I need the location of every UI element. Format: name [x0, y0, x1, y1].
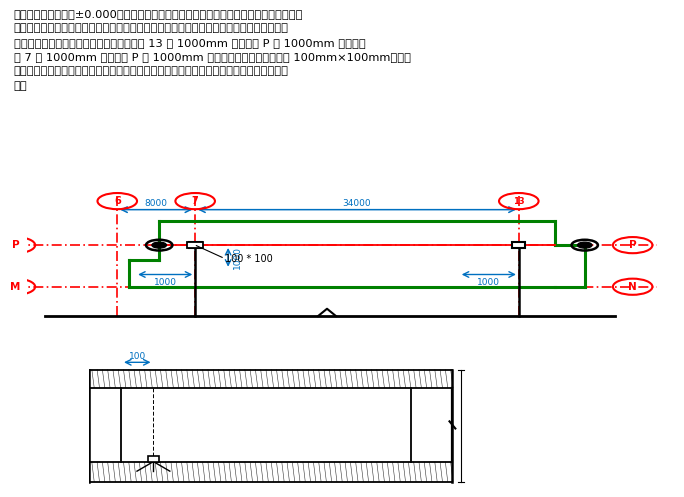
Text: 6: 6: [114, 196, 120, 206]
Text: 1000: 1000: [154, 278, 176, 287]
Text: 7: 7: [192, 196, 198, 206]
Bar: [189, 243, 202, 248]
Bar: [512, 243, 525, 248]
Text: 1000: 1000: [233, 246, 242, 269]
Text: 100 * 100: 100 * 100: [225, 253, 273, 263]
Text: 1000: 1000: [477, 278, 500, 287]
Text: 34000: 34000: [343, 199, 371, 208]
Text: 100: 100: [129, 351, 146, 360]
Text: P: P: [12, 240, 19, 250]
Text: P: P: [629, 240, 637, 250]
Bar: [187, 242, 203, 248]
Text: 8000: 8000: [145, 199, 168, 208]
Circle shape: [577, 242, 592, 248]
Text: 待基础施工完毕，出±0.000以后，采用外控法向上传递轴线；由于地上部分新建建筑物北
侧与原建筑物相连，无法外控，使用激光铅直仪内控轴线。内控法的具体做法：基础: 待基础施工完毕，出±0.000以后，采用外控法向上传递轴线；由于地上部分新建建筑…: [14, 9, 410, 91]
Bar: [148, 456, 159, 462]
Text: N: N: [629, 282, 637, 292]
Text: 13: 13: [513, 197, 525, 206]
Text: M: M: [10, 282, 21, 292]
Circle shape: [152, 242, 166, 248]
